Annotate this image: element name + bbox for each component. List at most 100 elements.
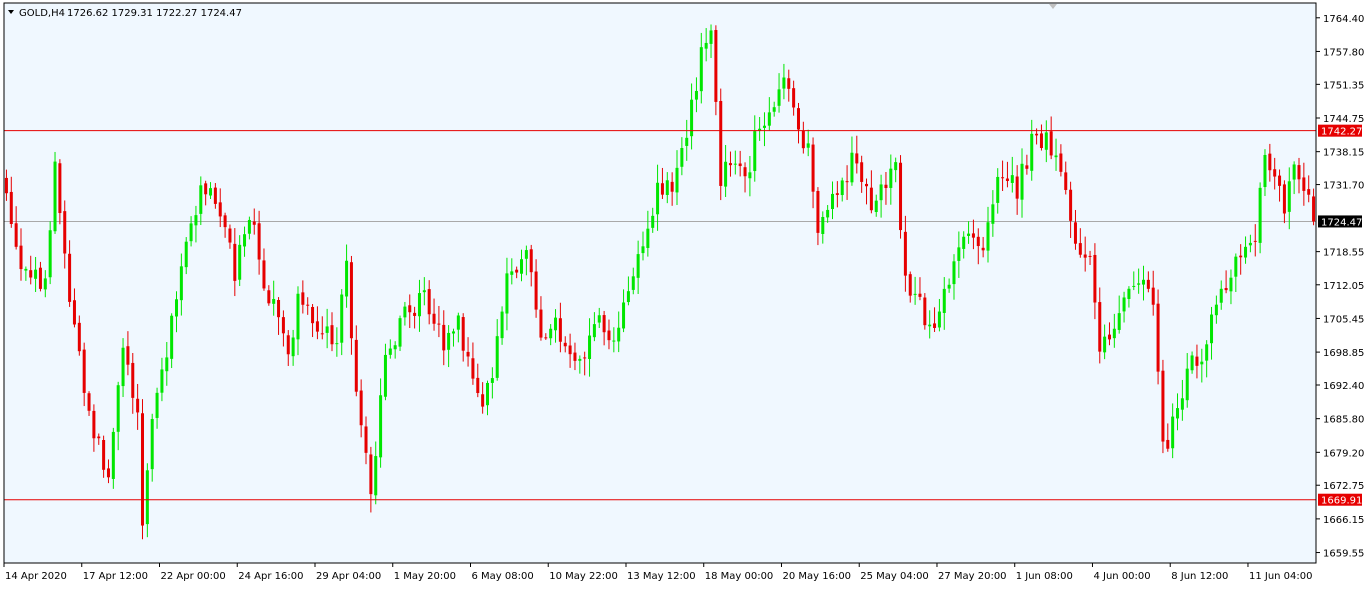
- ohlc-values: 1726.62 1729.31 1722.27 1724.47: [67, 8, 242, 19]
- candle: [374, 441, 378, 505]
- candle: [933, 307, 937, 332]
- candle: [830, 181, 835, 220]
- candle: [437, 305, 441, 338]
- candle: [442, 310, 446, 366]
- price-axis[interactable]: 1764.40 1757.80 1751.35 1744.75 1738.15 1731.…: [1316, 14, 1364, 560]
- candle: [937, 298, 941, 332]
- candle: [291, 329, 295, 366]
- candle: [986, 206, 990, 263]
- candle: [1176, 393, 1180, 431]
- candle: [855, 135, 859, 174]
- candle: [1044, 120, 1048, 163]
- time-tick-label: 25 May 04:00: [860, 571, 929, 582]
- time-tick-label: 24 Apr 16:00: [238, 571, 303, 582]
- candle: [97, 433, 101, 445]
- candle: [806, 129, 810, 157]
- candle: [1054, 138, 1058, 171]
- time-tick: 1 Jun 08:00: [1014, 563, 1073, 582]
- candle: [1244, 236, 1248, 264]
- plot-area[interactable]: [4, 3, 1316, 563]
- time-tick-label: 14 Apr 2020: [5, 571, 67, 582]
- candle: [1078, 228, 1082, 258]
- candle: [315, 306, 319, 340]
- candle: [626, 276, 630, 306]
- price-tick: 1679.20: [1316, 448, 1364, 459]
- candle: [719, 88, 723, 201]
- candle: [694, 77, 698, 113]
- candle: [209, 182, 213, 200]
- time-tick-label: 10 May 22:00: [549, 571, 618, 582]
- price-tick-label: 1738.15: [1323, 148, 1364, 159]
- hline-price-label: 1742.27: [1318, 124, 1362, 138]
- candle: [53, 151, 57, 234]
- candle: [1001, 160, 1005, 192]
- candle: [485, 380, 490, 416]
- candle: [578, 355, 582, 374]
- candle: [767, 97, 771, 131]
- candle: [398, 315, 402, 352]
- candle: [403, 301, 407, 326]
- time-tick: 20 May 16:00: [780, 563, 851, 582]
- time-tick-label: 27 May 20:00: [938, 571, 1007, 582]
- time-tick: 14 Apr 2020: [3, 563, 67, 582]
- price-tick: 1685.80: [1316, 415, 1364, 426]
- candle: [19, 228, 23, 281]
- candle: [1069, 181, 1073, 238]
- candle: [1273, 157, 1277, 190]
- candle: [636, 240, 640, 294]
- candle: [379, 378, 383, 468]
- horizontal-lines[interactable]: [4, 130, 1316, 501]
- candle: [1059, 144, 1063, 177]
- candle: [102, 435, 106, 478]
- candle: [320, 316, 324, 340]
- symbol-label: GOLD,H4: [19, 8, 65, 19]
- candle: [1117, 295, 1121, 334]
- candle: [1214, 295, 1218, 324]
- chevron-down-icon[interactable]: [8, 10, 14, 14]
- candle: [1049, 116, 1053, 160]
- candle: [1205, 340, 1209, 378]
- candle: [228, 224, 232, 249]
- candle: [1180, 379, 1184, 421]
- price-tick: 1705.45: [1316, 314, 1364, 325]
- candle: [1088, 250, 1092, 265]
- time-tick-label: 6 May 08:00: [471, 571, 533, 582]
- price-tick: 1666.15: [1316, 515, 1364, 526]
- time-tick-label: 4 Jun 00:00: [1093, 571, 1150, 582]
- candle: [340, 289, 344, 356]
- time-tick: 27 May 20:00: [936, 563, 1007, 582]
- candle: [34, 256, 38, 293]
- candle: [923, 293, 927, 330]
- candle: [826, 205, 830, 223]
- candle: [588, 318, 592, 377]
- candle: [1112, 313, 1116, 348]
- candle: [631, 267, 635, 295]
- candle: [879, 174, 883, 218]
- candle: [456, 312, 460, 343]
- shift-marker-icon[interactable]: [1049, 4, 1057, 9]
- candle: [281, 310, 285, 347]
- time-tick: 18 May 00:00: [703, 563, 773, 582]
- candle: [257, 210, 261, 275]
- price-tick: 1692.40: [1316, 381, 1364, 392]
- candle: [126, 331, 130, 376]
- candle: [1200, 348, 1204, 383]
- candle: [447, 325, 451, 368]
- time-axis[interactable]: 14 Apr 2020 17 Apr 12:00 22 Apr 00:00 24 Ap…: [3, 563, 1313, 582]
- candle: [1253, 224, 1257, 257]
- candle: [223, 212, 227, 238]
- price-tick-label: 1705.45: [1323, 314, 1364, 325]
- candle: [170, 313, 174, 369]
- price-tick-label: 1757.80: [1323, 47, 1364, 58]
- candle: [296, 286, 300, 356]
- candle: [495, 319, 499, 381]
- candle: [709, 24, 713, 58]
- candle: [63, 200, 67, 269]
- candle: [165, 341, 169, 386]
- candle: [345, 244, 349, 308]
- price-tick: 1738.15: [1316, 148, 1364, 159]
- candle: [306, 297, 310, 315]
- candle: [408, 294, 412, 329]
